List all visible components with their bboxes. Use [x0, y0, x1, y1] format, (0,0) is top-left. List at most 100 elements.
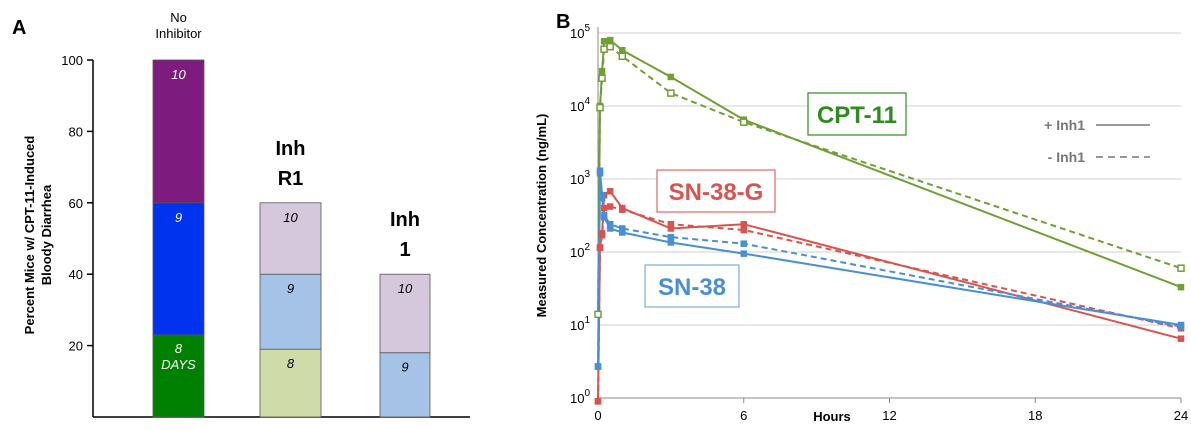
y-axis-label-line: Percent Mice w/ CPT-11-Induced: [22, 136, 37, 335]
data-point: [594, 363, 602, 370]
bar-segment-label: 9: [287, 281, 294, 296]
bar-segment-label: 9: [175, 210, 182, 225]
data-point: [740, 118, 748, 126]
x-axis-label: Hours: [813, 409, 851, 424]
data-point: [740, 226, 747, 234]
y-tick-label: 40: [69, 267, 83, 282]
panel-letter-a: A: [12, 17, 26, 39]
y-tick-exponent: 3: [584, 169, 590, 180]
y-tick-exponent: 4: [584, 96, 590, 107]
x-tick-label: 18: [1028, 408, 1042, 423]
bar-segment: [379, 273, 431, 354]
y-tick-mantissa: 10: [570, 26, 584, 41]
bar-segment: [259, 348, 322, 418]
data-point: [600, 204, 608, 212]
data-point: [594, 398, 602, 405]
y-tick-label: 103: [570, 169, 590, 187]
data-point: [740, 250, 747, 257]
bar-segment-label: 8: [175, 341, 183, 356]
series-label: SN-38-G: [669, 179, 764, 206]
series-line: [597, 173, 1182, 367]
series-label: SN-38: [658, 274, 726, 301]
data-point: [667, 73, 675, 81]
series-label-box: [644, 264, 740, 308]
data-point: [619, 47, 626, 54]
y-tick-label: 100: [570, 388, 590, 406]
group-label: Inhibitor: [155, 26, 202, 41]
y-tick-mantissa: 10: [570, 245, 584, 260]
data-point: [600, 45, 608, 53]
y-tick-label: 60: [69, 196, 83, 211]
panel-letter-b: B: [556, 11, 570, 33]
data-point: [598, 67, 606, 75]
data-point: [606, 36, 614, 44]
series-label-box: [807, 92, 907, 136]
y-tick-exponent: 5: [584, 23, 590, 34]
bar-segment-label: 10: [171, 67, 186, 82]
series-label-box: [656, 169, 776, 213]
y-tick-label: 101: [570, 315, 590, 333]
y-tick-label: 20: [69, 339, 83, 354]
x-tick-label: 12: [882, 408, 896, 423]
bar-segment-label: 8: [287, 356, 295, 371]
y-tick-label: 105: [570, 23, 590, 41]
x-tick-label: 6: [740, 408, 747, 423]
y-axis-label: Measured Concentration (ng/mL): [534, 114, 549, 318]
bar-segment: [379, 352, 431, 418]
x-tick-label: 0: [594, 408, 601, 423]
data-point: [606, 187, 614, 195]
bar-segment-label: 10: [398, 281, 413, 296]
data-point: [594, 310, 602, 319]
bar-segment: [152, 202, 205, 336]
series-label: CPT-11: [817, 102, 897, 129]
x-tick-label: 24: [1174, 408, 1188, 423]
data-point: [667, 233, 675, 241]
bar-segment: [152, 59, 205, 204]
y-tick-mantissa: 10: [570, 172, 584, 187]
y-tick-exponent: 1: [584, 315, 590, 326]
data-point: [1177, 264, 1185, 272]
bar-segment: [259, 273, 322, 350]
y-tick-mantissa: 10: [570, 318, 584, 333]
group-label: 1: [399, 239, 410, 261]
legend-label: + Inh1: [1044, 117, 1085, 133]
data-point: [598, 74, 606, 82]
data-point: [598, 231, 606, 239]
data-point: [618, 52, 627, 61]
y-tick-label: 80: [69, 124, 83, 139]
data-point: [619, 225, 626, 232]
group-label: Inh: [276, 138, 306, 160]
data-point: [600, 211, 608, 219]
bar-segment-label: 10: [283, 210, 298, 225]
y-tick-label: 104: [570, 96, 590, 114]
data-point: [1177, 323, 1185, 330]
group-label: No: [170, 10, 187, 25]
data-point: [596, 244, 604, 251]
y-tick-label: 100: [61, 53, 83, 68]
data-point: [667, 220, 675, 228]
legend-label: - Inh1: [1048, 149, 1086, 165]
data-point: [600, 38, 608, 45]
data-point: [606, 203, 614, 210]
group-label: Inh: [390, 209, 420, 231]
y-tick-exponent: 2: [584, 242, 590, 253]
series-line: [597, 205, 1182, 402]
data-point: [598, 194, 606, 202]
data-point: [740, 220, 747, 228]
data-point: [619, 206, 626, 213]
y-axis-label-line: Bloody Diarrhea: [39, 184, 54, 285]
data-point: [596, 103, 604, 112]
group-label: R1: [278, 168, 304, 190]
y-axis-label: Percent Mice w/ CPT-11-Induced Bloody Dia…: [22, 136, 54, 335]
data-point: [606, 220, 614, 228]
data-point: [1177, 335, 1185, 342]
bar-segment: [259, 202, 322, 275]
bar-segment: [152, 334, 205, 418]
y-tick-mantissa: 10: [570, 99, 584, 114]
y-tick-label: 102: [570, 242, 590, 260]
data-point: [667, 89, 675, 97]
bar-segment-sublabel: DAYS: [161, 357, 196, 372]
y-tick-mantissa: 10: [570, 391, 584, 406]
